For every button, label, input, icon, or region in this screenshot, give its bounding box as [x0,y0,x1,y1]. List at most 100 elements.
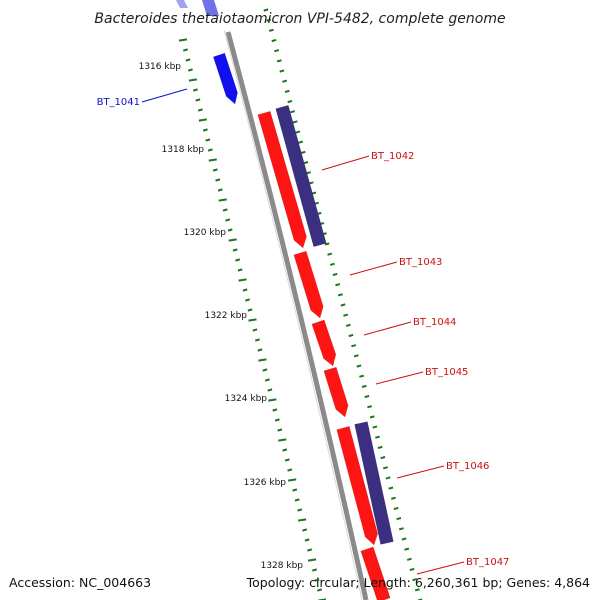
inner-tick-marks [263,8,423,600]
inner-tick-30 [343,313,349,317]
inner-tick-24 [327,252,333,256]
gene-BT_1041 [212,52,238,105]
gene-BT_1045 [323,366,349,418]
outer-tick-20 [228,238,237,242]
gene-label-BT_1041: BT_1041 [97,97,140,108]
genome-summary-text: Topology: circular; Length: 6,260,361 bp… [246,575,590,590]
scale-label-1: 1318 kbp [162,145,205,155]
inner-tick-4 [274,49,280,53]
outer-tick-25 [242,288,248,292]
outer-tick-24 [238,278,247,282]
outer-tick-13 [212,168,218,172]
outer-tick-18 [225,218,231,222]
inner-tick-40 [369,415,375,419]
inner-tick-44 [380,456,386,460]
inner-tick-1 [266,18,272,22]
outer-tick-21 [232,248,238,252]
inner-tick-45 [383,466,388,470]
inner-tick-52 [401,537,407,541]
gene-label-BT_1042: BT_1042 [371,151,414,162]
gene-label-BT_1047: BT_1047 [466,557,509,568]
faint-gene-2 [202,0,219,16]
scale-label-5: 1326 kbp [244,478,287,488]
inner-tick-49 [393,506,399,511]
gene-BT_1046 [336,425,378,546]
inner-tick-28 [337,293,343,297]
outer-tick-50 [304,538,310,542]
outer-tick-10 [205,138,211,142]
inner-tick-32 [348,333,354,338]
outer-tick-27 [247,308,253,312]
outer-tick-35 [267,388,273,392]
gene-BT_1046-rev [354,421,394,545]
inner-tick-6 [279,69,285,73]
leader-BT_1044 [363,321,412,336]
gene-features [212,52,394,600]
outer-tick-5 [192,88,198,92]
inner-tick-42 [375,435,380,439]
partial-gene-top [176,0,219,16]
outer-tick-9 [202,128,208,132]
gene-label-BT_1044: BT_1044 [413,317,456,328]
leader-BT_1046 [396,465,445,479]
inner-tick-35 [356,364,362,368]
outer-tick-34 [264,378,270,382]
inner-tick-36 [359,374,365,378]
leader-BT_1043 [349,261,398,276]
inner-tick-23 [324,242,330,246]
outer-tick-32 [258,358,267,362]
outer-tick-12 [208,158,217,162]
gene-BT_1043 [293,250,324,319]
outer-tick-19 [227,228,233,232]
outer-tick-7 [197,108,203,112]
inner-tick-54 [406,557,412,561]
outer-tick-26 [245,298,250,302]
outer-tick-39 [277,428,283,432]
gene-label-BT_1046: BT_1046 [446,461,489,472]
backbone-line [225,31,369,600]
outer-tick-1 [183,48,188,52]
outer-tick-37 [272,408,278,412]
gene-label-BT_1045: BT_1045 [425,367,468,378]
gene-BT_1047 [360,546,391,600]
accession-text: Accession: NC_004663 [9,575,152,590]
gene-label-BT_1043: BT_1043 [399,257,442,268]
outer-tick-51 [307,548,313,552]
inner-tick-38 [364,394,370,399]
inner-tick-10 [290,110,296,114]
outer-tick-14 [215,178,221,182]
gene-BT_1042-rev [275,104,327,248]
outer-tick-3 [187,68,193,72]
inner-tick-53 [404,547,410,551]
inner-tick-25 [329,262,335,266]
scale-label-6: 1328 kbp [261,561,304,571]
scale-label-3: 1322 kbp [205,311,248,321]
inner-tick-56 [412,578,418,582]
outer-tick-43 [287,468,293,472]
inner-tick-34 [353,354,359,358]
inner-tick-48 [390,496,396,500]
outer-tick-53 [312,568,318,572]
outer-tick-41 [282,448,288,452]
outer-tick-30 [255,338,260,342]
inner-tick-7 [282,79,288,83]
scale-label-4: 1324 kbp [225,394,268,404]
scale-labels: 1316 kbp 1318 kbp 1320 kbp 1322 kbp 1324 kbp… [139,62,304,571]
outer-tick-2 [185,58,191,62]
outer-tick-6 [195,98,201,102]
inner-tick-13 [298,140,303,144]
outer-tick-17 [222,208,228,212]
inner-tick-47 [388,486,394,490]
scale-label-0: 1316 kbp [139,62,182,72]
outer-tick-44 [288,478,297,482]
map-title: Bacteroides thetaiotaomicron VPI-5482, c… [94,11,505,27]
inner-tick-31 [345,323,351,327]
outer-tick-55 [317,588,322,592]
outer-tick-15 [217,188,223,192]
gene-BT_1044 [311,319,337,367]
outer-tick-47 [297,508,303,512]
inner-tick-43 [377,445,383,449]
outer-tick-54 [314,578,320,582]
inner-tick-37 [361,384,367,388]
